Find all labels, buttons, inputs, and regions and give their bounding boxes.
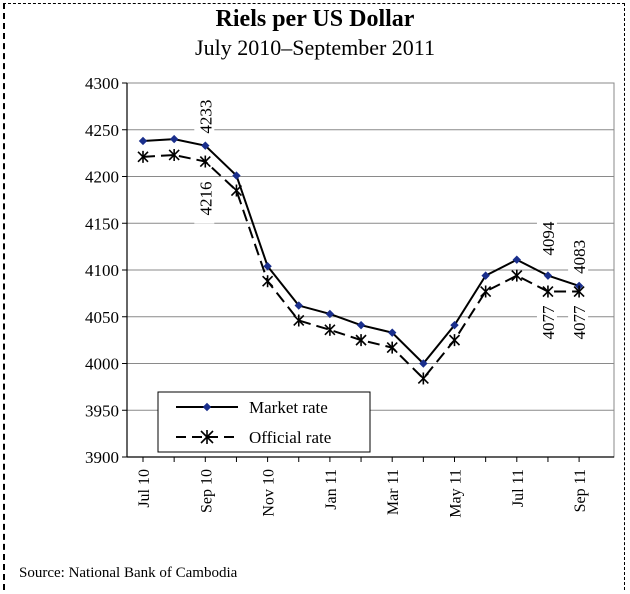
data-label-bg [536,303,557,348]
market-rate-point [481,271,490,280]
official-rate-point [293,314,305,327]
data-label-bg [568,231,589,276]
official-rate-point [448,334,461,347]
x-tick-label: Mar 11 [385,469,402,515]
official-rate-point [417,372,429,385]
y-tick-label: 3900 [85,448,119,467]
data-label: 4083 [570,240,589,274]
chart-title: Riels per US Dollar [215,6,415,32]
y-tick-label: 3950 [85,401,119,420]
market-rate-point [356,320,366,330]
official-rate-point [480,285,492,298]
market-rate-point [325,309,335,319]
market-rate-line [142,138,580,365]
data-label: 4094 [539,221,558,256]
data-label-bg [536,213,557,258]
market-rate-point [450,320,459,330]
x-tick-label: Nov 10 [261,469,278,517]
market-rate-point [138,136,148,146]
official-rate-point [262,275,274,288]
market-rate-point [169,134,179,144]
y-axis: 3900 3950 4000 4050 4100 4150 4200 4250 4300 [85,74,128,467]
legend-box [157,391,371,453]
chart-subtitle: July 2010–September 2011 [195,35,435,60]
market-rate-point [201,141,210,150]
data-label: 4216 [196,182,215,216]
data-label-bg [194,179,215,224]
x-tick-label: Sep 11 [572,469,589,512]
official-rate-point [542,285,554,298]
market-rate-point [419,359,428,368]
data-label: 4077 [570,305,589,340]
official-rate-point [168,148,180,161]
y-tick-label: 4300 [85,74,119,93]
legend-official-label: Official rate [249,428,331,447]
legend: Market rate Official rate [157,391,371,453]
official-rate-point [355,334,367,347]
official-rate-point [199,155,211,168]
market-rate-point [387,328,397,337]
x-tick-label: Jul 11 [510,469,527,507]
y-tick-label: 4000 [85,355,119,374]
y-tick-label: 4150 [85,214,119,233]
x-tick-label: Jul 10 [136,469,153,508]
x-tick-label: Sep 10 [198,469,215,513]
official-rate-point [511,269,523,282]
y-tick-label: 4050 [85,308,119,327]
official-rate-point [573,285,585,298]
official-rate-point [386,341,398,354]
legend-market-label: Market rate [249,398,328,417]
official-rate-point [230,184,243,197]
market-rate-point [232,171,241,180]
series-layer [137,134,585,385]
legend-official-marker [200,430,214,444]
market-rate-point [263,262,272,271]
y-tick-label: 4200 [85,168,119,187]
market-rate-point [543,271,553,280]
official-rate-point [324,323,336,336]
official-rate-point [137,150,149,163]
market-rate-point [512,255,522,264]
legend-market-marker [202,402,212,412]
x-tick-label: May 11 [448,469,465,518]
y-tick-label: 4250 [85,121,119,140]
x-axis: Jul 10 Sep 10 Nov 10 Jan 11 Mar 11 May 11 Jul … [127,456,614,518]
data-label: 4077 [539,305,558,340]
x-tick-label: Jan 11 [323,469,340,510]
data-labels: 4233 4216 4094 4083 4077 4077 [194,91,589,348]
chart-frame [3,3,625,590]
data-label-bg [568,303,589,348]
data-label: 4233 [196,100,215,134]
y-tick-label: 4100 [85,261,119,280]
source-note: Source: National Bank of Cambodia [19,565,238,581]
data-label-bg [194,91,215,136]
market-rate-point [294,301,303,310]
